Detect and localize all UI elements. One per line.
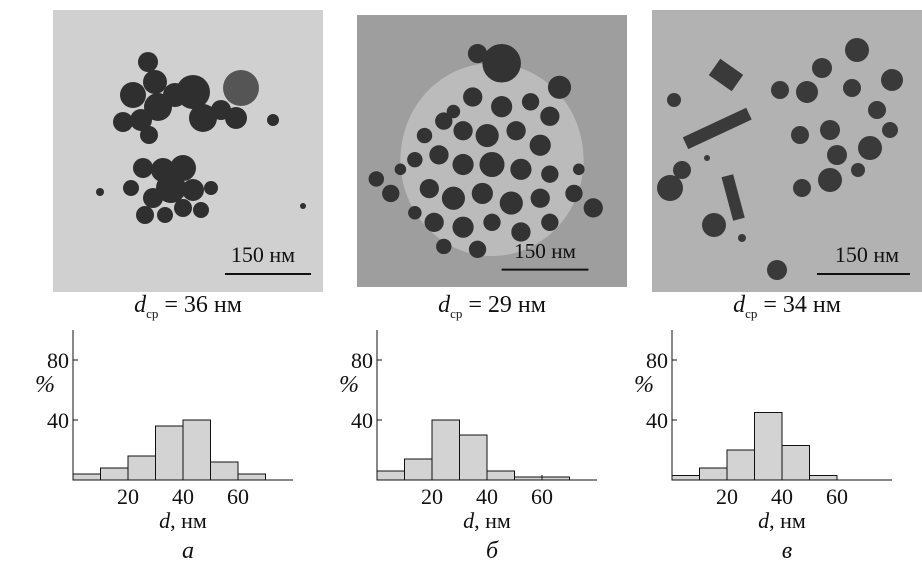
figure-panel-b: 150 нм dср = 29 нм 40 80 20 40 60% d, нм б — [339, 0, 637, 568]
nanoparticles-b — [368, 43, 603, 259]
x-tick-label: 40 — [172, 484, 194, 509]
histogram-bar — [809, 475, 838, 481]
x-tick-label: 20 — [716, 484, 738, 509]
tem-micrograph-c: 150 нм — [652, 10, 922, 292]
panel-letter-c: в — [781, 538, 793, 564]
histogram-bar — [671, 475, 700, 481]
x-axis-label-unit: , нм — [769, 508, 806, 533]
figure-panel-c: 150 нм dср = 34 нм 40 80 20 40 60% d, нм в — [634, 0, 922, 568]
x-tick-label: 60 — [531, 484, 553, 509]
nanoparticles-c — [657, 38, 903, 280]
mean-diameter-var-c: d — [733, 292, 746, 318]
x-tick-label: 60 — [227, 484, 249, 509]
y-tick-label: 80 — [351, 348, 373, 373]
y-tick-label: 40 — [351, 408, 373, 433]
histogram-bar — [726, 449, 755, 481]
mean-diameter-var-b: d — [438, 292, 451, 318]
mean-diameter-value-a: = 36 нм — [158, 292, 242, 318]
histogram-bar — [781, 445, 810, 481]
figure-panel-a: 150 нм dср = 36 нм 40 80 20 40 60% d, нм а — [35, 0, 333, 568]
y-tick-label: 80 — [47, 348, 69, 373]
panel-letter-b: б — [485, 538, 499, 564]
histogram-b: 40 80 20 40 60% d, нм — [339, 330, 597, 533]
mean-diameter-sub-c: ср — [745, 305, 758, 321]
histogram-bar — [754, 412, 783, 481]
mean-diameter-label-a: dср = 36 нм — [53, 292, 323, 322]
micrograph-a-svg: 150 нм — [53, 10, 323, 292]
micrograph-b-svg: 150 нм — [357, 15, 627, 287]
x-tick-label: 60 — [826, 484, 848, 509]
histogram-bar — [486, 470, 515, 481]
nanoparticles-a — [96, 52, 306, 224]
x-axis-label-unit: , нм — [474, 508, 511, 533]
x-axis-label: d, нм — [463, 508, 511, 533]
histogram-c: 40 80 20 40 60% d, нм — [634, 330, 892, 533]
x-axis-label-var: d — [159, 508, 171, 533]
histogram-bar — [210, 461, 239, 481]
histogram-bar — [404, 458, 433, 481]
y-axis-label: % — [35, 372, 55, 398]
x-tick-label: 20 — [421, 484, 443, 509]
y-axis-label: % — [339, 372, 359, 398]
histogram-bar — [182, 419, 211, 481]
x-axis-label: d, нм — [758, 508, 806, 533]
histogram-bar — [459, 434, 488, 481]
scale-bar-label-b: 150 нм — [514, 239, 576, 263]
x-axis-label-var: d — [758, 508, 770, 533]
mean-diameter-label-b: dср = 29 нм — [357, 292, 627, 322]
y-tick-label: 40 — [47, 408, 69, 433]
histogram-bar — [237, 473, 266, 481]
histogram-bar — [431, 419, 460, 481]
histogram-bar — [376, 470, 405, 481]
x-tick-label: 20 — [117, 484, 139, 509]
histogram-bar — [699, 467, 728, 481]
mean-diameter-label-c: dср = 34 нм — [652, 292, 922, 322]
scale-bar-label-c: 150 нм — [835, 242, 899, 267]
x-tick-label: 40 — [476, 484, 498, 509]
panel-letter-a: а — [182, 538, 194, 564]
mean-diameter-sub-b: ср — [450, 305, 463, 321]
scale-bar-label-a: 150 нм — [231, 242, 295, 267]
histogram-bar — [127, 455, 156, 481]
x-tick-label: 40 — [771, 484, 793, 509]
histogram-bar — [155, 425, 184, 481]
mean-diameter-sub-a: ср — [146, 305, 159, 321]
x-axis-label: d, нм — [159, 508, 207, 533]
y-tick-label: 40 — [646, 408, 668, 433]
micrograph-c-svg: 150 нм — [652, 10, 922, 292]
y-tick-label: 80 — [646, 348, 668, 373]
x-axis-label-var: d — [463, 508, 475, 533]
tem-micrograph-a: 150 нм — [53, 10, 323, 292]
mean-diameter-value-c: = 34 нм — [757, 292, 841, 318]
histogram-a: 40 80 20 40 60% d, нм — [35, 330, 293, 533]
micrograph-a-background — [53, 10, 323, 292]
y-axis-label: % — [634, 372, 654, 398]
mean-diameter-var-a: d — [134, 292, 147, 318]
x-axis-label-unit: , нм — [170, 508, 207, 533]
histogram-bar — [100, 467, 129, 481]
mean-diameter-value-b: = 29 нм — [462, 292, 546, 318]
tem-micrograph-b: 150 нм — [357, 10, 627, 292]
histogram-bar — [72, 473, 101, 481]
